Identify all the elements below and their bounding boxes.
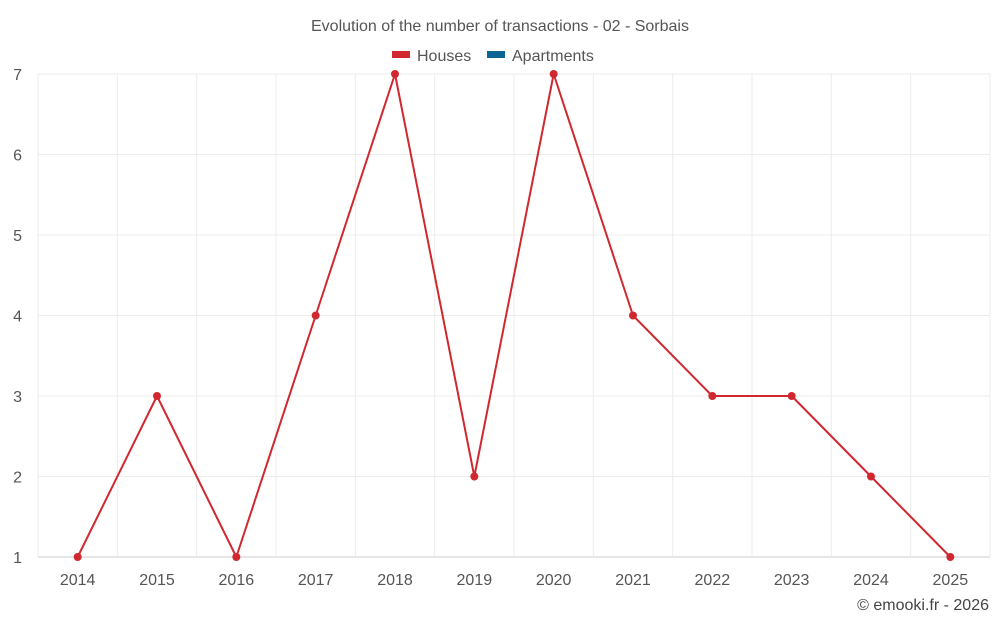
series (73, 70, 955, 561)
series-line-0 (76, 73, 952, 558)
x-tick-label: 2018 (377, 572, 413, 589)
x-tick-label: 2019 (457, 572, 493, 589)
x-tick-label: 2023 (774, 572, 810, 589)
data-point[interactable] (153, 392, 161, 400)
x-tick-label: 2017 (298, 572, 334, 589)
y-axis-ticks: 1 2 3 4 5 6 7 (13, 67, 22, 567)
chart-title: Evolution of the number of transactions … (311, 18, 689, 35)
x-tick-label: 2024 (853, 572, 889, 589)
grid (37, 73, 991, 558)
legend: Houses Apartments (392, 48, 594, 65)
data-point[interactable] (391, 70, 399, 78)
x-axis-ticks: 2014 2015 2016 2017 2018 2019 2020 2021 2022 2023… (60, 572, 968, 589)
credit-text: © emooki.fr - 2026 (857, 597, 989, 614)
legend-swatch-houses[interactable] (392, 51, 410, 58)
data-point[interactable] (867, 472, 875, 481)
data-point[interactable] (787, 392, 796, 400)
x-tick-label: 2014 (60, 572, 96, 589)
data-point[interactable] (629, 311, 637, 320)
x-tick-label: 2021 (615, 572, 651, 589)
x-tick-label: 2016 (219, 572, 255, 589)
data-point[interactable] (946, 553, 955, 561)
legend-label-apartments[interactable]: Apartments (512, 48, 594, 65)
y-tick-label: 3 (13, 389, 22, 406)
data-point[interactable] (708, 392, 717, 400)
y-tick-label: 7 (13, 67, 22, 84)
x-tick-label: 2025 (933, 572, 969, 589)
y-tick-label: 4 (13, 309, 22, 326)
data-point[interactable] (232, 553, 241, 561)
data-point[interactable] (73, 553, 82, 561)
x-tick-label: 2022 (695, 572, 731, 589)
x-tick-label: 2020 (536, 572, 572, 589)
data-point[interactable] (311, 311, 320, 320)
x-tick-label: 2015 (139, 572, 175, 589)
legend-swatch-apartments[interactable] (487, 51, 505, 58)
data-point[interactable] (549, 70, 558, 78)
y-tick-label: 6 (13, 148, 22, 165)
data-point[interactable] (470, 472, 479, 481)
y-tick-label: 2 (13, 470, 22, 487)
y-tick-label: 1 (13, 550, 22, 567)
y-tick-label: 5 (13, 228, 22, 245)
legend-label-houses[interactable]: Houses (417, 48, 471, 65)
